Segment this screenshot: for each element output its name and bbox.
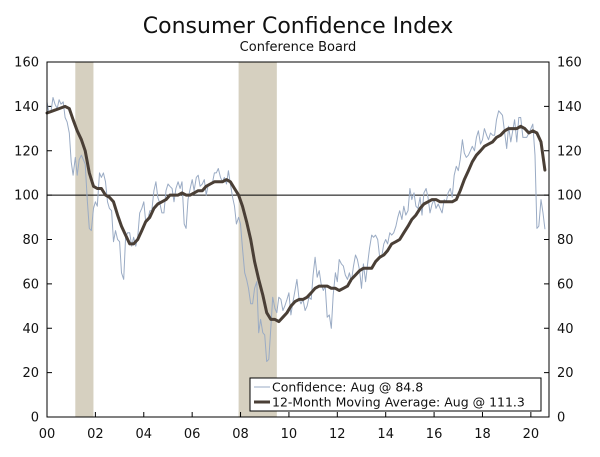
legend-label-moving-average: 12-Month Moving Average: Aug @ 111.3 — [272, 395, 525, 410]
recession-band-1 — [238, 62, 277, 417]
series-line-confidence — [46, 97, 546, 362]
x-tick-label: 12 — [329, 427, 346, 442]
legend: Confidence: Aug @ 84.8 12-Month Moving A… — [249, 377, 542, 412]
x-tick-label: 08 — [232, 427, 249, 442]
y-tick-left-label: 0 — [31, 411, 39, 426]
recession-bands — [75, 62, 277, 417]
x-tick-label: 06 — [184, 427, 201, 442]
legend-box — [249, 377, 542, 412]
y-tick-left-label: 60 — [22, 277, 39, 292]
y-tick-right-label: 20 — [557, 366, 574, 381]
chart-subtitle: Conference Board — [240, 40, 357, 55]
x-tick-label: 00 — [39, 427, 56, 442]
x-tick-label: 04 — [135, 427, 152, 442]
y-tick-right-label: 40 — [557, 322, 574, 337]
y-tick-left-label: 100 — [14, 189, 39, 204]
y-tick-right-label: 120 — [557, 144, 582, 159]
x-tick-label: 02 — [87, 427, 104, 442]
y-axis-ticks: 0 0 20 20 40 40 60 60 80 80 100 100 120 120 140 140 160 1… — [14, 56, 582, 426]
recession-band-0 — [75, 62, 94, 417]
x-tick-label: 14 — [377, 427, 394, 442]
series-lines — [45, 97, 547, 362]
x-axis-ticks: 00 02 04 06 08 10 12 14 16 18 20 — [39, 412, 539, 442]
y-tick-left-label: 20 — [22, 366, 39, 381]
x-tick-label: 10 — [281, 427, 298, 442]
y-tick-left-label: 40 — [22, 322, 39, 337]
chart-title: Consumer Confidence Index — [143, 14, 453, 39]
series-line-moving-average — [45, 104, 547, 324]
y-tick-right-label: 60 — [557, 277, 574, 292]
y-tick-right-label: 80 — [557, 233, 574, 248]
y-tick-left-label: 80 — [22, 233, 39, 248]
y-tick-right-label: 140 — [557, 100, 582, 115]
x-tick-label: 18 — [474, 427, 491, 442]
y-tick-right-label: 100 — [557, 189, 582, 204]
y-tick-left-label: 160 — [14, 56, 39, 71]
legend-label-confidence: Confidence: Aug @ 84.8 — [272, 380, 423, 395]
y-tick-left-label: 120 — [14, 144, 39, 159]
y-tick-right-label: 0 — [557, 411, 565, 426]
x-tick-label: 20 — [523, 427, 540, 442]
x-tick-label: 16 — [426, 427, 443, 442]
y-tick-right-label: 160 — [557, 56, 582, 71]
plot-frame — [46, 61, 550, 418]
y-tick-left-label: 140 — [14, 100, 39, 115]
